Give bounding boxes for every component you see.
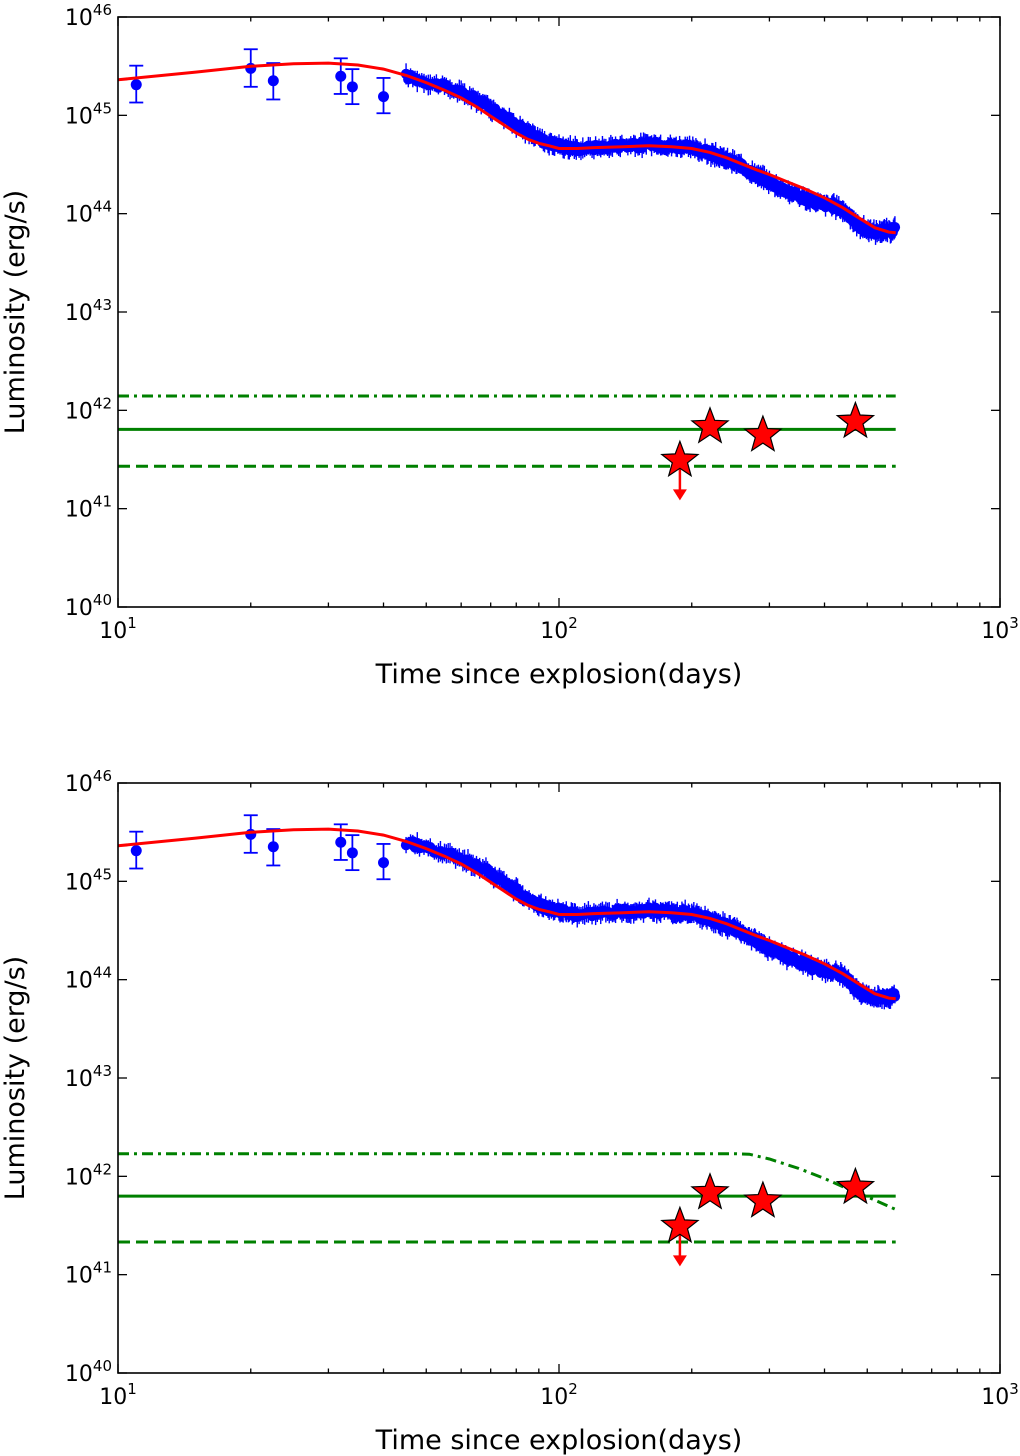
star-marker [743,414,783,452]
data-point [267,841,279,853]
y-tick-label: 1044 [65,198,112,228]
y-tick-label: 1046 [65,1,112,31]
data-point [378,857,390,869]
data-point [378,91,390,103]
x-axis-label: Time since explosion(days) [375,1425,743,1456]
y-axis-label: Luminosity (erg/s) [0,956,31,1200]
y-tick-label: 1041 [65,493,112,523]
x-tick-label: 102 [540,1380,578,1410]
chart-panel-top: 101 102 103 1040 1041 1042 1043 1044 1045 1046 Tim… [0,1,1019,690]
data-point [130,845,142,857]
star-marker [690,1172,730,1210]
star-marker [743,1180,783,1218]
data-point [267,75,279,87]
y-axis-label: Luminosity (erg/s) [0,190,31,434]
plot-area [118,48,901,501]
x-tick-label: 101 [99,614,137,644]
x-tick-label: 101 [99,1380,137,1410]
y-tick-label: 1042 [65,1160,112,1190]
y-tick-label: 1045 [65,865,112,895]
y-tick-label: 1042 [65,394,112,424]
star-marker-series [660,400,876,501]
data-point [130,79,142,91]
x-tick-label: 103 [981,1380,1019,1410]
x-tick-label: 102 [540,614,578,644]
star-marker [835,1166,876,1205]
y-tick-label: 1044 [65,964,112,994]
data-point [346,81,358,93]
dense-data-point [889,221,901,233]
upper-limit-arrow-head [672,489,687,501]
plot-area [118,814,901,1267]
data-point [335,836,347,848]
model-fit-line [118,827,896,1001]
star-marker [660,1205,700,1244]
y-tick-label: 1043 [65,296,112,326]
model-fit-line [118,61,896,235]
star-marker [835,400,876,439]
y-tick-label: 1045 [65,99,112,129]
star-marker [690,406,730,444]
upper-bound-line [118,1152,897,1211]
upper-limit-arrow-head [672,1255,687,1267]
data-point [346,847,358,859]
y-tick-label: 1046 [65,767,112,797]
x-axis-label: Time since explosion(days) [375,659,743,690]
star-marker-series [660,1166,876,1267]
y-tick-label: 1041 [65,1259,112,1289]
y-tick-label: 1040 [65,591,112,621]
x-tick-label: 103 [981,614,1019,644]
y-tick-label: 1040 [65,1357,112,1387]
star-marker [660,439,700,478]
chart-panel-bottom: 101 102 103 1040 1041 1042 1043 1044 1045 1046 Tim… [0,767,1019,1456]
data-point [335,70,347,82]
y-tick-label: 1043 [65,1062,112,1092]
